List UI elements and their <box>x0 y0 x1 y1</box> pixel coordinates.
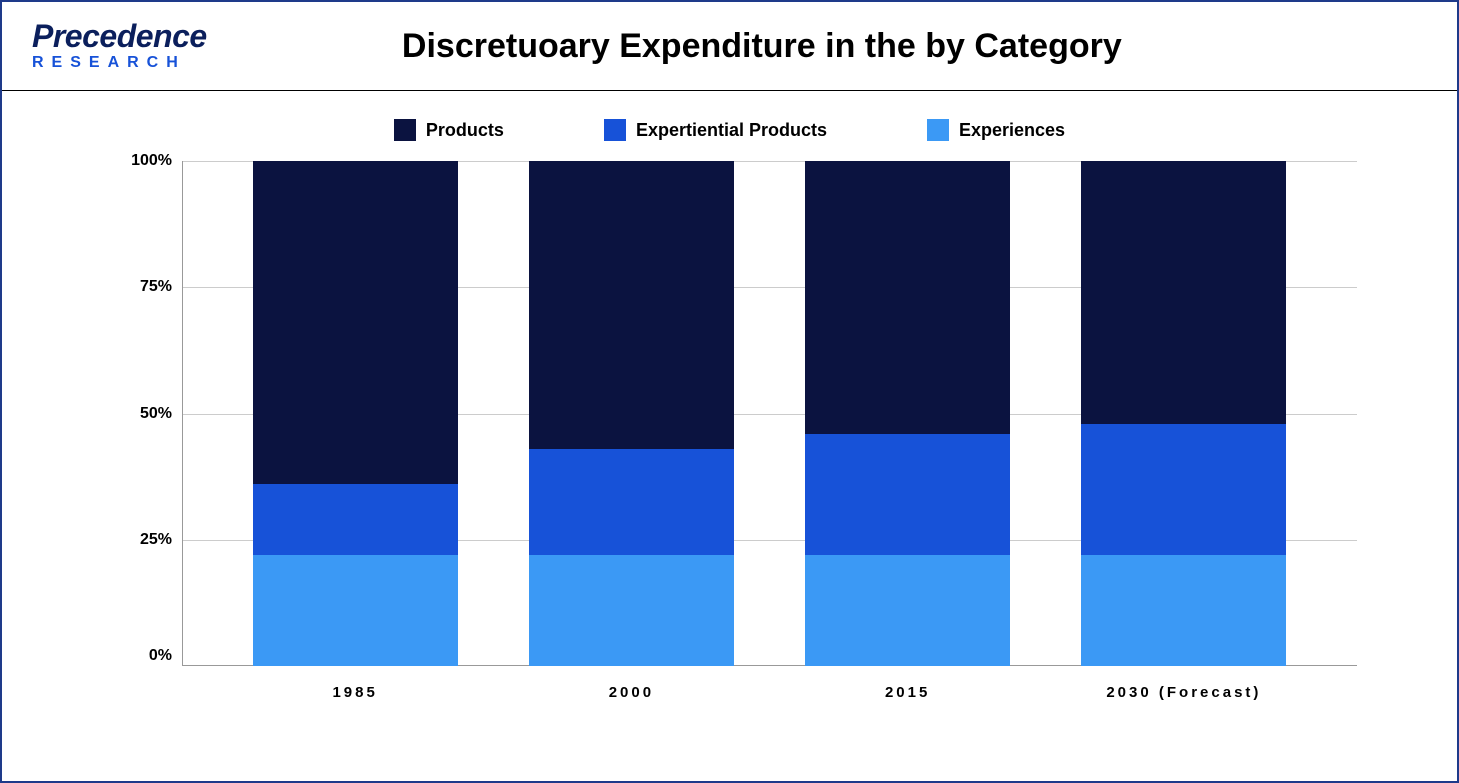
bar-seg-experiences <box>805 555 1010 666</box>
bar-seg-experiences <box>1081 555 1286 666</box>
y-tick-25: 25% <box>112 531 172 549</box>
x-label-2000: 2000 <box>529 684 734 701</box>
bar-2015 <box>805 161 1010 666</box>
bar-seg-products <box>253 161 458 484</box>
legend-label-experiences: Experiences <box>959 120 1065 141</box>
legend-swatch-products <box>394 119 416 141</box>
x-label-2015: 2015 <box>805 684 1010 701</box>
bar-2030 <box>1081 161 1286 666</box>
x-axis-labels: 1985 2000 2015 2030 (Forecast) <box>182 666 1357 701</box>
bar-2000 <box>529 161 734 666</box>
bar-seg-experiential <box>1081 424 1286 555</box>
legend-label-experiential: Expertiential Products <box>636 120 827 141</box>
bar-seg-experiential <box>805 434 1010 555</box>
bar-seg-experiential <box>529 449 734 555</box>
chart-title: Discretuoary Expenditure in the by Categ… <box>97 27 1427 66</box>
y-tick-0: 0% <box>112 647 172 665</box>
header: Precedence RESEARCH Discretuoary Expendi… <box>2 2 1457 91</box>
legend-item-experiences: Experiences <box>927 119 1065 141</box>
legend-label-products: Products <box>426 120 504 141</box>
plot: 0% 25% 50% 75% 100% <box>182 161 1357 666</box>
x-label-2030: 2030 (Forecast) <box>1081 684 1286 701</box>
chart-frame: Precedence RESEARCH Discretuoary Expendi… <box>0 0 1459 783</box>
bars-container <box>182 161 1357 666</box>
bar-seg-products <box>805 161 1010 434</box>
bar-1985 <box>253 161 458 666</box>
legend-swatch-experiential <box>604 119 626 141</box>
legend: Products Expertiential Products Experien… <box>62 119 1397 141</box>
bar-seg-experiences <box>253 555 458 666</box>
y-tick-50: 50% <box>112 405 172 423</box>
legend-swatch-experiences <box>927 119 949 141</box>
y-tick-75: 75% <box>112 278 172 296</box>
bar-seg-experiential <box>253 484 458 555</box>
x-label-1985: 1985 <box>253 684 458 701</box>
chart-area: Products Expertiential Products Experien… <box>2 91 1457 770</box>
y-tick-100: 100% <box>112 152 172 170</box>
bar-seg-products <box>1081 161 1286 424</box>
legend-item-experiential: Expertiential Products <box>604 119 827 141</box>
bar-seg-experiences <box>529 555 734 666</box>
legend-item-products: Products <box>394 119 504 141</box>
y-axis: 0% 25% 50% 75% 100% <box>112 161 172 666</box>
bar-seg-products <box>529 161 734 449</box>
